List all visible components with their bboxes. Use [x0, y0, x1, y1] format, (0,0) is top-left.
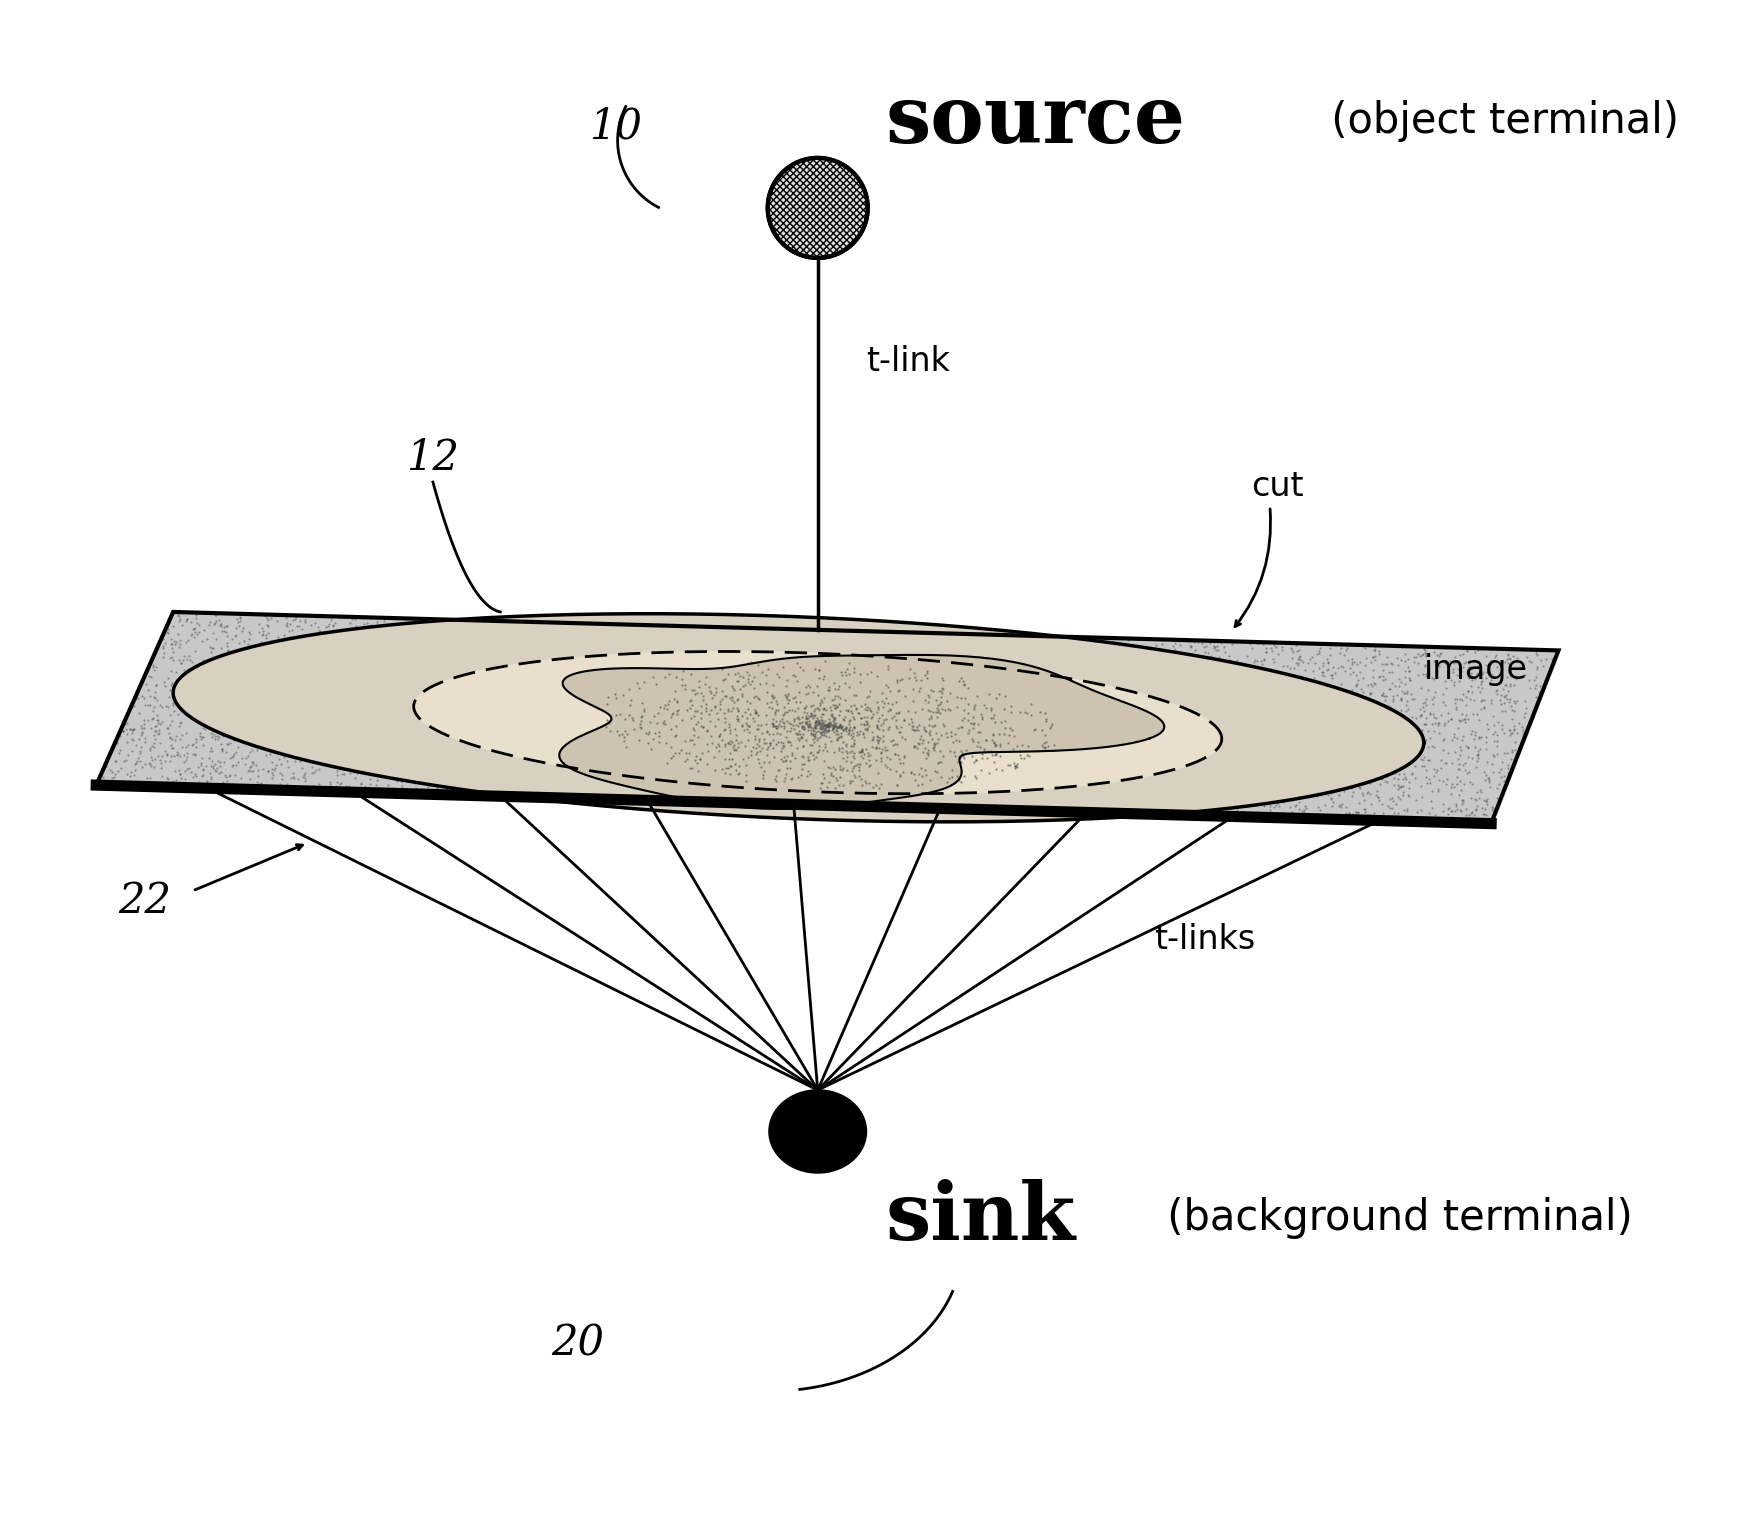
Text: cut: cut: [1251, 470, 1303, 504]
Text: image: image: [1424, 653, 1529, 687]
Polygon shape: [96, 612, 1558, 824]
Circle shape: [767, 157, 868, 258]
Polygon shape: [414, 652, 1221, 794]
Text: sink: sink: [886, 1180, 1076, 1257]
Text: 20: 20: [550, 1322, 604, 1364]
Polygon shape: [173, 613, 1424, 823]
Text: 12: 12: [407, 436, 459, 479]
Text: t-link: t-link: [867, 345, 950, 378]
Ellipse shape: [770, 1091, 867, 1172]
Text: source: source: [886, 82, 1184, 160]
Text: (object terminal): (object terminal): [1317, 101, 1679, 142]
Text: (background terminal): (background terminal): [1155, 1196, 1633, 1239]
Text: t-links: t-links: [1155, 923, 1256, 955]
Text: 10: 10: [589, 105, 643, 146]
Text: 22: 22: [117, 879, 171, 922]
Polygon shape: [559, 655, 1164, 809]
